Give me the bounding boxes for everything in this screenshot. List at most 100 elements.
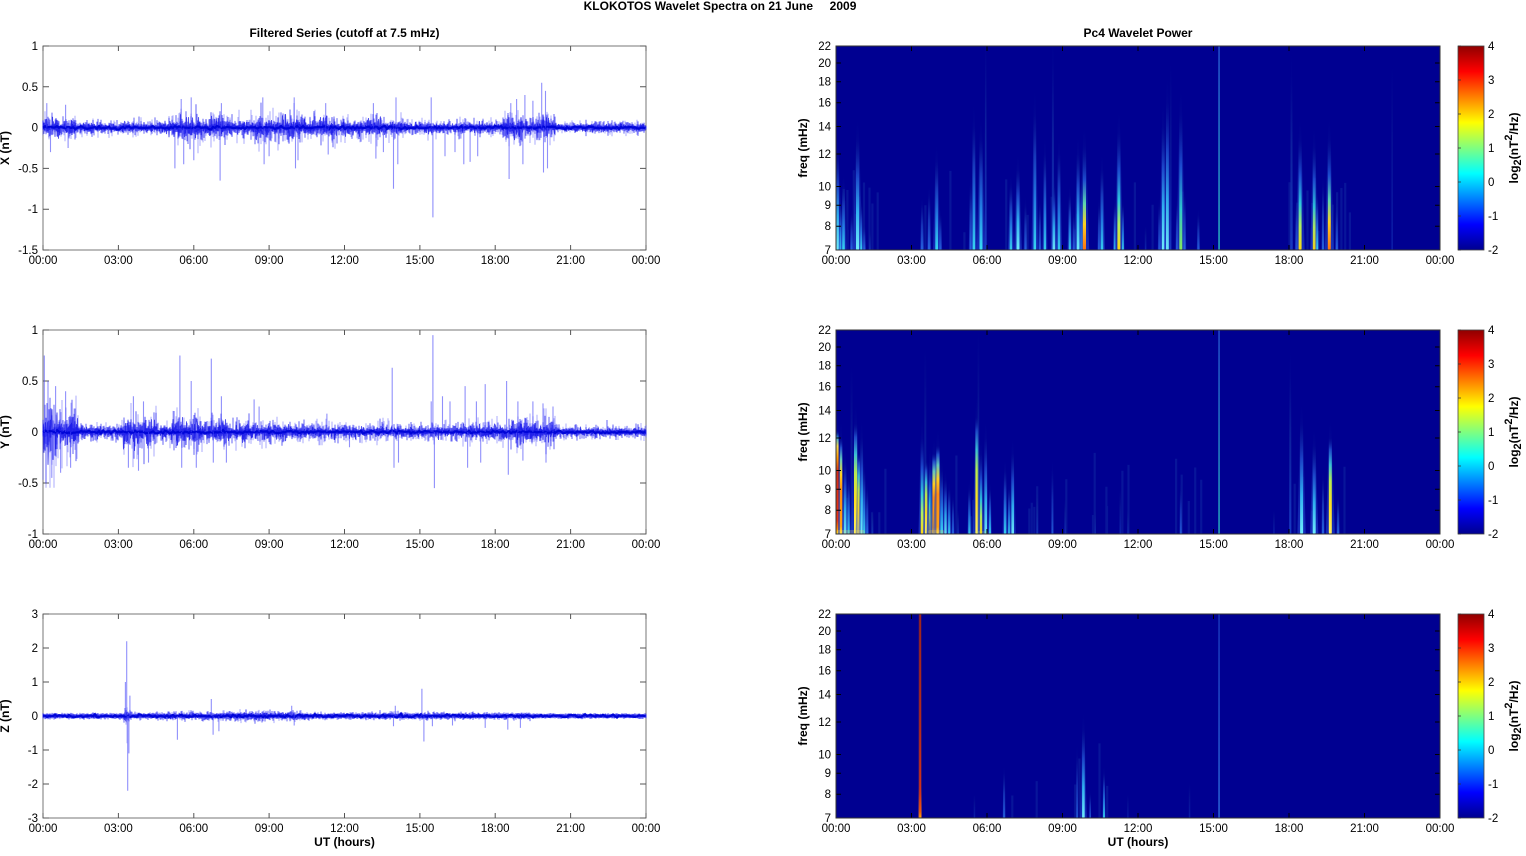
svg-text:4: 4 [1488,609,1495,621]
svg-text:12: 12 [818,717,831,729]
svg-text:16: 16 [818,666,831,678]
svg-text:09:00: 09:00 [255,255,284,267]
svg-text:00:00: 00:00 [29,539,58,551]
svg-text:00:00: 00:00 [29,823,58,835]
svg-text:18: 18 [818,361,831,373]
svg-text:06:00: 06:00 [179,823,208,835]
svg-text:UT (hours): UT (hours) [1108,835,1169,849]
svg-text:20: 20 [818,58,831,70]
svg-text:09:00: 09:00 [1048,823,1077,835]
svg-text:12: 12 [818,149,831,161]
svg-text:10: 10 [818,466,831,478]
svg-text:X (nT): X (nT) [0,131,12,165]
svg-text:06:00: 06:00 [973,823,1002,835]
svg-text:15:00: 15:00 [1199,255,1228,267]
svg-text:-1: -1 [1488,779,1498,791]
svg-text:2: 2 [1488,109,1494,121]
svg-text:-3: -3 [28,813,38,825]
svg-text:9: 9 [825,484,831,496]
svg-text:0: 0 [32,711,38,723]
svg-text:00:00: 00:00 [822,539,851,551]
svg-text:03:00: 03:00 [104,823,133,835]
svg-text:-0.5: -0.5 [18,163,38,175]
svg-text:12:00: 12:00 [1124,539,1153,551]
svg-text:0: 0 [1488,745,1494,757]
svg-text:21:00: 21:00 [1350,539,1379,551]
svg-text:8: 8 [825,221,831,233]
svg-text:09:00: 09:00 [1048,539,1077,551]
svg-text:15:00: 15:00 [406,539,435,551]
svg-text:00:00: 00:00 [822,823,851,835]
svg-text:12:00: 12:00 [1124,255,1153,267]
svg-text:14: 14 [818,406,831,418]
svg-text:7: 7 [825,245,831,257]
svg-text:Pc4 Wavelet Power: Pc4 Wavelet Power [1084,26,1193,40]
svg-text:4: 4 [1488,325,1495,337]
svg-text:log2(nT2/Hz): log2(nT2/Hz) [1503,397,1524,468]
svg-text:06:00: 06:00 [973,539,1002,551]
svg-text:18:00: 18:00 [481,255,510,267]
svg-text:18:00: 18:00 [1275,539,1304,551]
svg-text:03:00: 03:00 [897,823,926,835]
svg-text:-2: -2 [1488,813,1498,825]
svg-text:22: 22 [818,325,831,337]
svg-text:18: 18 [818,645,831,657]
svg-text:12: 12 [818,433,831,445]
svg-text:0: 0 [1488,461,1494,473]
svg-text:freq (mHz): freq (mHz) [796,686,810,745]
svg-text:-2: -2 [28,779,38,791]
svg-text:3: 3 [1488,75,1494,87]
svg-text:12:00: 12:00 [330,823,359,835]
svg-text:UT (hours): UT (hours) [314,835,375,849]
svg-text:16: 16 [818,98,831,110]
svg-text:8: 8 [825,505,831,517]
svg-text:-2: -2 [1488,245,1498,257]
svg-text:1: 1 [32,325,38,337]
svg-text:-1: -1 [1488,495,1498,507]
svg-text:0: 0 [32,427,38,439]
svg-text:Y (nT): Y (nT) [0,415,12,449]
svg-text:1: 1 [1488,427,1494,439]
svg-text:10: 10 [818,750,831,762]
svg-text:9: 9 [825,768,831,780]
svg-text:Z (nT): Z (nT) [0,699,12,732]
svg-text:-0.5: -0.5 [18,478,38,490]
svg-text:14: 14 [818,690,831,702]
svg-text:18:00: 18:00 [1275,255,1304,267]
svg-text:16: 16 [818,382,831,394]
svg-text:3: 3 [1488,359,1494,371]
svg-text:18:00: 18:00 [481,823,510,835]
svg-text:15:00: 15:00 [406,255,435,267]
svg-text:-2: -2 [1488,529,1498,541]
svg-text:21:00: 21:00 [556,539,585,551]
svg-text:00:00: 00:00 [29,255,58,267]
svg-text:09:00: 09:00 [255,823,284,835]
svg-text:03:00: 03:00 [104,539,133,551]
svg-text:12:00: 12:00 [1124,823,1153,835]
svg-text:KLOKOTOS Wavelet Spectra on 21: KLOKOTOS Wavelet Spectra on 21 June 2009 [584,0,857,13]
svg-text:0: 0 [1488,177,1494,189]
svg-text:-1: -1 [28,529,38,541]
svg-text:freq (mHz): freq (mHz) [796,402,810,461]
svg-text:2: 2 [32,643,38,655]
svg-text:00:00: 00:00 [1426,539,1455,551]
svg-text:15:00: 15:00 [1199,539,1228,551]
svg-text:0.5: 0.5 [22,376,38,388]
svg-text:18:00: 18:00 [1275,823,1304,835]
svg-text:8: 8 [825,789,831,801]
svg-text:-1: -1 [28,204,38,216]
svg-text:7: 7 [825,813,831,825]
svg-text:21:00: 21:00 [1350,823,1379,835]
svg-text:2: 2 [1488,677,1494,689]
svg-text:1: 1 [32,41,38,53]
svg-text:06:00: 06:00 [973,255,1002,267]
svg-text:21:00: 21:00 [1350,255,1379,267]
svg-text:22: 22 [818,609,831,621]
svg-text:-1.5: -1.5 [18,245,38,257]
svg-text:18: 18 [818,77,831,89]
svg-text:21:00: 21:00 [556,823,585,835]
svg-text:00:00: 00:00 [822,255,851,267]
svg-text:21:00: 21:00 [556,255,585,267]
svg-text:7: 7 [825,529,831,541]
svg-text:09:00: 09:00 [1048,255,1077,267]
